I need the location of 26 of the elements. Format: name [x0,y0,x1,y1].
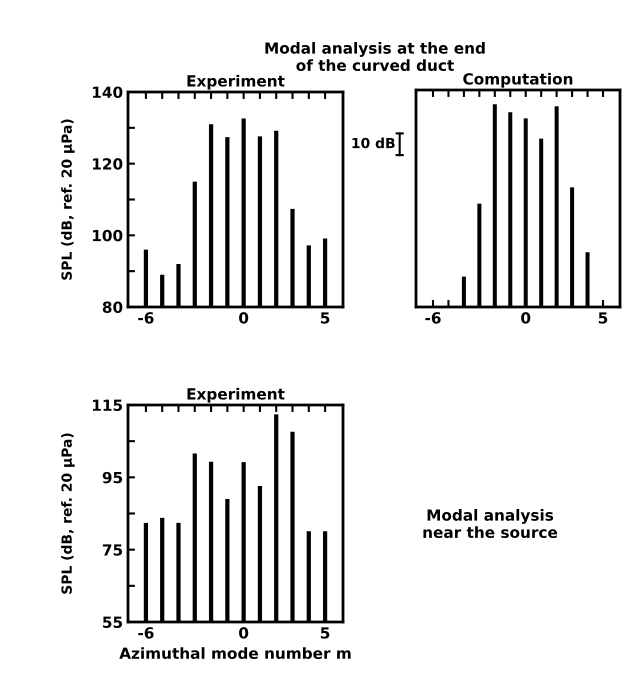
x-tick-label: 0 [239,627,248,639]
x-tick-label: 5 [598,312,608,324]
y-axis-title: SPL (dB, ref. 20 μPa) [61,119,75,280]
x-axis-title: Azimuthal mode number m [119,647,351,660]
y-tick-label: 140 [92,86,122,98]
x-tick-label: -6 [425,312,441,324]
y-tick-label: 100 [92,230,122,242]
y-tick-label: 115 [92,400,122,412]
y-tick-label: 120 [92,158,122,170]
x-tick-label: 0 [239,312,248,324]
y-axis-title: SPL (dB, ref. 20 μPa) [61,433,75,594]
text: 10 dB [352,138,395,148]
text: Modal analysis near the source [423,508,558,538]
x-tick-label: -6 [138,627,154,639]
y-tick-label: 95 [102,472,122,484]
chart-title: Computation [463,72,572,88]
x-tick-label: 0 [521,312,530,324]
x-tick-label: 5 [320,312,330,324]
chart-title: Experiment [187,74,285,90]
x-tick-label: -6 [138,312,154,324]
y-tick-label: 55 [103,616,122,628]
y-tick-label: 80 [102,301,122,314]
y-tick-label: 75 [102,544,122,556]
text: Modal analysis at the end of the curved duct [265,42,485,72]
x-tick-label: 5 [320,627,330,639]
chart-title: Experiment [187,388,285,403]
